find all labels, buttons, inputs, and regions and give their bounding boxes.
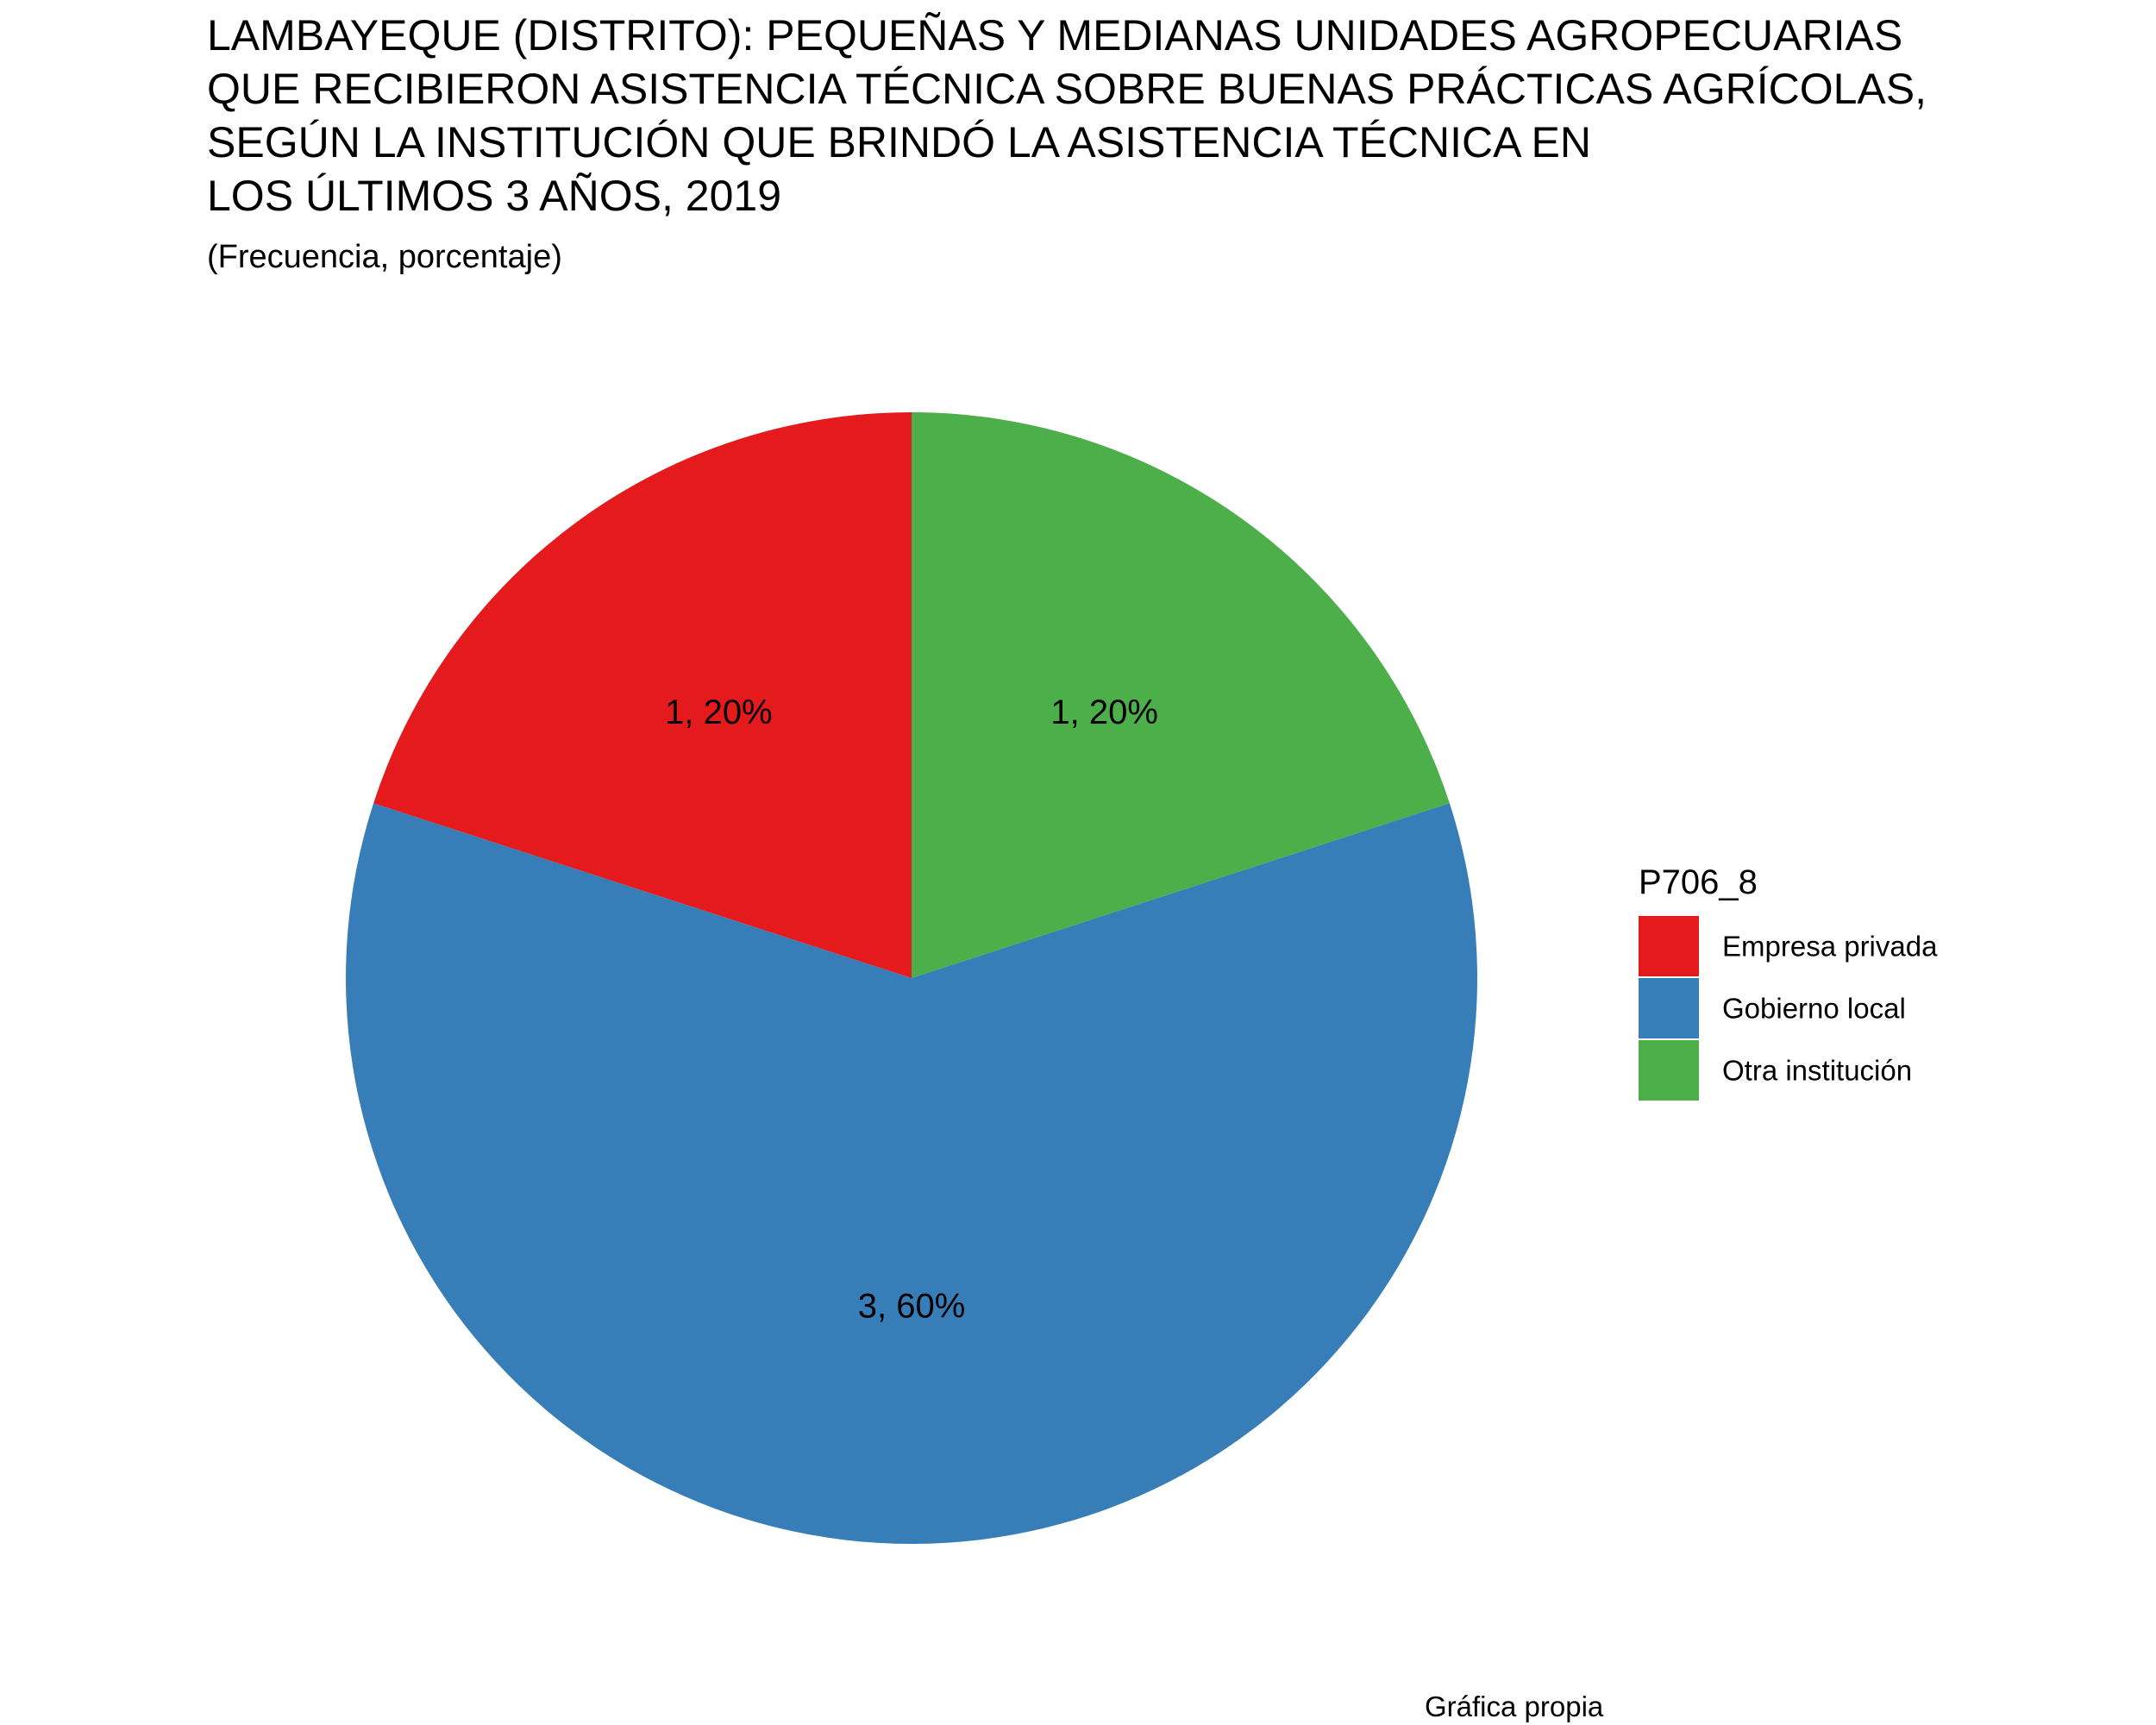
legend-items: Empresa privada Gobierno local Otra instit… [1639,916,1938,1101]
chart-caption: Gráfica propia [1425,1690,1604,1722]
pie-labels: 1, 20% 3, 60% 1, 20% [665,693,1158,1325]
title-line-1: LAMBAYEQUE (DISTRITO): PEQUEÑAS Y MEDIAN… [207,11,1902,60]
legend-title: P706_8 [1639,863,1758,901]
title-line-2: QUE RECIBIERON ASISTENCIA TÉCNICA SOBRE … [207,65,1927,113]
legend-swatch-otra-institución [1639,1040,1699,1101]
legend-label-empresa-privada: Empresa privada [1722,931,1938,963]
slice-label-gobierno-local: 3, 60% [858,1287,966,1325]
legend-label-gobierno-local: Gobierno local [1722,993,1906,1025]
pie-slices [345,412,1477,1545]
pie-slice-gobierno-local [345,803,1477,1545]
pie-slice-empresa-privada [373,412,912,978]
pie-slice-otra-institución [912,412,1450,978]
slice-label-empresa-privada: 1, 20% [665,693,773,731]
title-line-3: SEGÚN LA INSTITUCIÓN QUE BRINDÓ LA ASIST… [207,118,1591,166]
legend-swatch-gobierno-local [1639,978,1699,1038]
legend-label-otra-institución: Otra institución [1722,1055,1912,1087]
chart-title: LAMBAYEQUE (DISTRITO): PEQUEÑAS Y MEDIAN… [207,11,1927,220]
slice-label-otra-institución: 1, 20% [1050,693,1158,731]
chart-subtitle: (Frecuencia, porcentaje) [207,239,562,275]
legend: P706_8 Empresa privada Gobierno local Otra… [1639,863,1938,1101]
title-line-4: LOS ÚLTIMOS 3 AÑOS, 2019 [207,172,781,220]
legend-swatch-empresa-privada [1639,916,1699,976]
